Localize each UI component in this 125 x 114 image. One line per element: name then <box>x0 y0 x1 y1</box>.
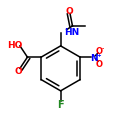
Text: HO: HO <box>8 41 23 50</box>
Text: +: + <box>96 52 101 57</box>
Text: -: - <box>102 46 104 51</box>
Text: N: N <box>90 53 98 62</box>
Text: O: O <box>96 60 103 69</box>
Text: O: O <box>66 7 73 16</box>
Text: O: O <box>96 47 103 56</box>
Text: HN: HN <box>64 28 80 37</box>
Text: O: O <box>14 67 22 76</box>
Text: F: F <box>57 99 64 109</box>
